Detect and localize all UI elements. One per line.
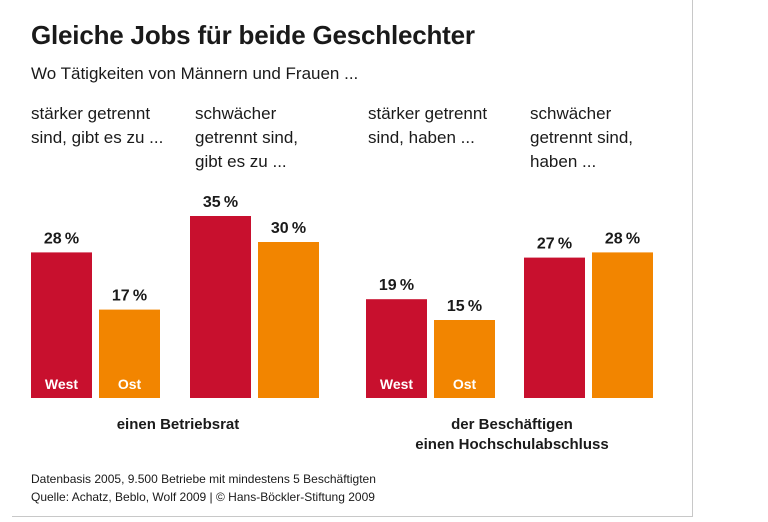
bar-west-4 [524,257,585,398]
value-label-west-3: 19 % [379,277,414,294]
bar-west-1 [31,252,92,398]
chart-title: Gleiche Jobs für beide Geschlechter [31,20,475,50]
value-label-ost-4: 28 % [605,230,640,247]
series-label-ost-panel-2: Ost [453,376,477,392]
series-label-west-panel-1: West [45,376,79,392]
category-label-2-line-2: einen Hochschulabschluss [415,436,608,453]
bar-west-3 [366,299,427,398]
chart-subtitle: Wo Tätigkeiten von Männern und Frauen ..… [31,64,359,83]
value-label-west-1: 28 % [44,230,79,247]
bar-west-2 [190,216,251,398]
bar-ost-1 [99,309,160,398]
value-label-ost-2: 30 % [271,220,306,237]
value-label-west-4: 27 % [537,236,572,253]
footer-data-basis: Datenbasis 2005, 9.500 Betriebe mit mind… [31,472,376,486]
value-label-ost-1: 17 % [112,288,147,305]
footer-source: Quelle: Achatz, Beblo, Wolf 2009 | © Han… [31,490,375,504]
value-label-west-2: 35 % [203,194,238,211]
category-label-1-line-1: einen Betriebsrat [117,416,240,433]
chart-frame [12,0,693,517]
group-label-3: stärker getrennt sind, haben ... [368,104,488,147]
series-label-west-panel-2: West [380,376,414,392]
bar-ost-3 [434,320,495,398]
series-label-ost-panel-1: Ost [118,376,142,392]
group-label-2: schwächer getrennt sind, gibt es zu ... [195,104,299,171]
category-label-2-line-1: der Beschäftigen [451,416,573,433]
group-label-4: schwächer getrennt sind, haben ... [530,104,634,171]
value-label-ost-3: 15 % [447,298,482,315]
bar-ost-2 [258,242,319,398]
bar-ost-4 [592,252,653,398]
group-label-1: stärker getrennt sind, gibt es zu ... [31,104,164,147]
